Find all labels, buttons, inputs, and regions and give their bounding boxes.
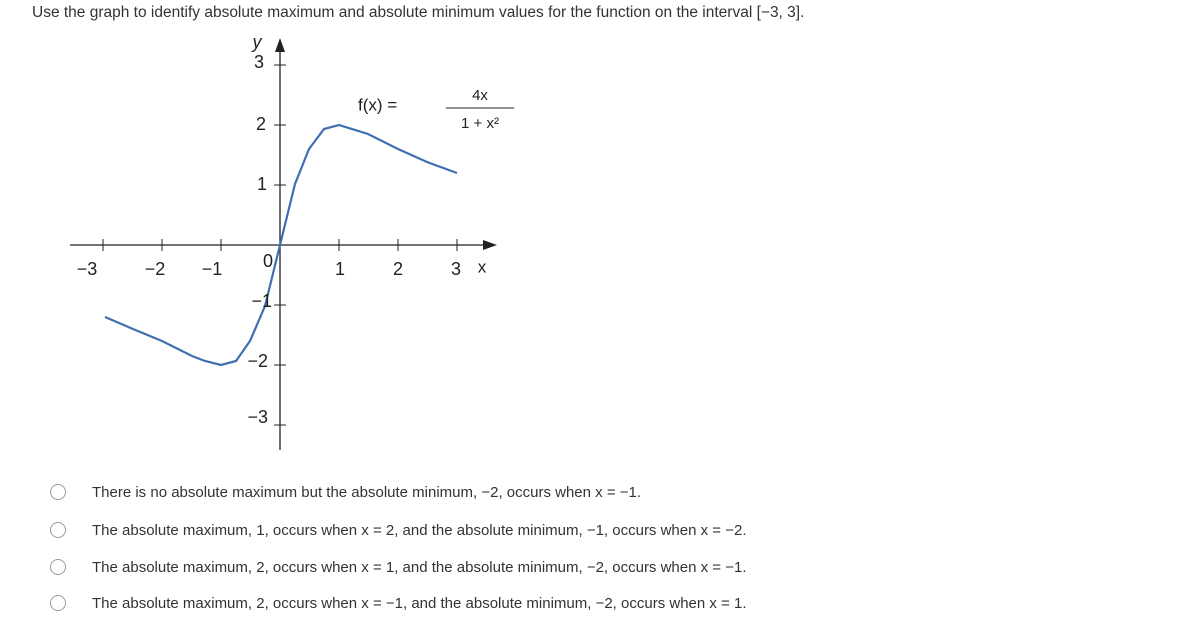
question: Use the graph to identify absolute maxim…: [32, 4, 805, 21]
y-tick-label: 1: [257, 174, 267, 194]
option[interactable]: The absolute maximum, 2, occurs when x =…: [50, 554, 747, 580]
y-tick-label: −2: [247, 351, 268, 371]
radio-button[interactable]: [50, 484, 66, 500]
option[interactable]: There is no absolute maximum but the abs…: [50, 479, 641, 505]
y-tick-label: −3: [247, 407, 268, 427]
radio-button[interactable]: [50, 522, 66, 538]
function-label: f(x) =: [358, 95, 397, 114]
x-axis-label: x: [478, 257, 487, 276]
x-tick-label: 1: [335, 259, 345, 279]
x-ticks: [102, 239, 458, 251]
x-tick-label: 2: [393, 259, 403, 279]
y-ticks: [274, 64, 286, 426]
x-tick-label: −2: [145, 259, 166, 279]
y-arrow: [275, 38, 285, 52]
option-text: The absolute maximum, 1, occurs when x =…: [92, 521, 747, 539]
x-tick-label: −3: [77, 259, 98, 279]
x-tick-label: 0: [263, 251, 273, 271]
y-axis-label: y: [251, 32, 263, 52]
option-text: There is no absolute maximum but the abs…: [92, 483, 642, 501]
option[interactable]: The absolute maximum, 2, occurs when x =…: [50, 590, 747, 616]
y-tick-label: 3: [254, 52, 264, 72]
radio-button[interactable]: [50, 595, 66, 611]
y-tick-label: −1: [251, 291, 272, 311]
numerator: 4x: [472, 87, 488, 104]
radio-button[interactable]: [50, 559, 66, 575]
option-text: The absolute maximum, 2, occurs when x =…: [92, 594, 747, 612]
x-tick-label: −1: [202, 259, 223, 279]
y-tick-label: 2: [256, 114, 266, 134]
x-arrow: [483, 240, 497, 250]
x-tick-label: 3: [451, 259, 461, 279]
option-text: The absolute maximum, 2, occurs when x =…: [92, 558, 747, 576]
denominator: 1 + x²: [461, 115, 499, 132]
function-curve: [104, 123, 458, 367]
option[interactable]: The absolute maximum, 1, occurs when x =…: [50, 517, 747, 543]
